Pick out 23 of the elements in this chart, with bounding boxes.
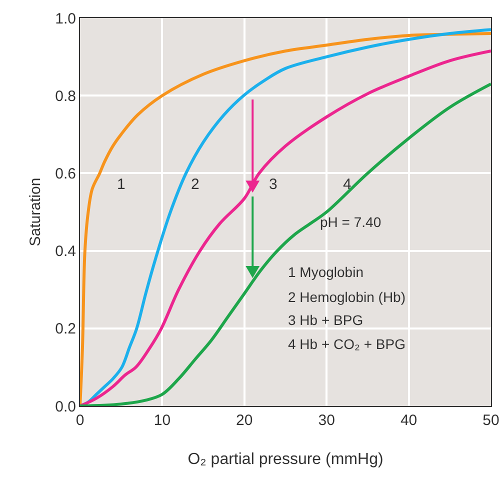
y-tick-label: 0.0 <box>55 398 76 416</box>
annotation: 1 Myoglobin <box>288 264 364 280</box>
x-tick-label: 40 <box>400 412 418 429</box>
x-tick-label: 10 <box>154 412 171 429</box>
annotation: 1 <box>117 176 126 193</box>
annotation: 4 <box>343 176 352 193</box>
annotation: 2 <box>191 176 200 193</box>
x-tick-label: 50 <box>482 412 500 429</box>
y-tick-label: 0.4 <box>55 243 76 260</box>
y-axis-title: Saturation <box>27 178 44 246</box>
annotation: 3 <box>269 176 278 193</box>
annotation: 3 Hb + BPG <box>288 312 364 328</box>
y-tick-label: 1.0 <box>55 10 76 28</box>
y-tick-label: 0.2 <box>55 320 76 338</box>
x-tick-label: 20 <box>236 412 253 429</box>
annotation: pH = 7.40 <box>320 214 382 230</box>
annotation: 4 Hb + CO₂ + BPG <box>288 336 406 352</box>
annotation: 2 Hemoglobin (Hb) <box>288 289 406 305</box>
x-tick-label: 30 <box>318 412 335 429</box>
y-tick-label: 0.8 <box>55 88 76 105</box>
x-tick-label: 0 <box>76 412 84 429</box>
y-tick-label: 0.6 <box>55 165 76 182</box>
x-axis-title: O₂ partial pressure (mmHg) <box>188 451 384 468</box>
